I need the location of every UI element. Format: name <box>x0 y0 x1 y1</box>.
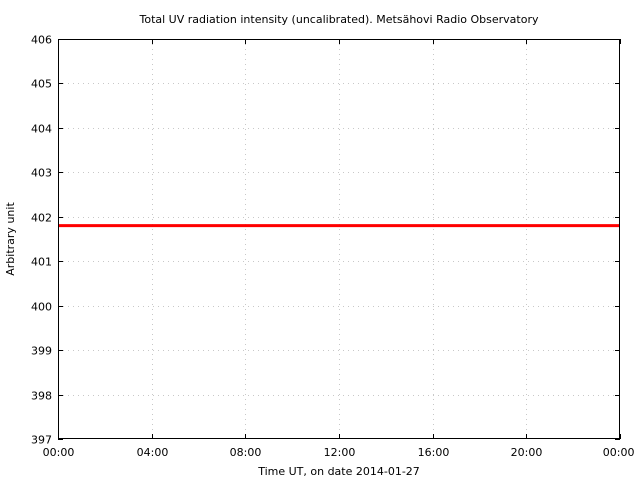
x-tick-label: 04:00 <box>137 446 169 459</box>
y-tick-label: 400 <box>31 301 52 314</box>
y-tick-label: 398 <box>31 390 52 403</box>
y-tick-label: 399 <box>31 345 52 358</box>
y-tick-label: 406 <box>31 34 52 47</box>
y-tick-label: 404 <box>31 123 52 136</box>
y-tick-label: 397 <box>31 434 52 447</box>
y-tick-label: 405 <box>31 78 52 91</box>
x-axis-ticks: 00:00 04:00 08:00 12:00 16:00 20:00 00:00 <box>43 39 635 459</box>
x-tick-label: 20:00 <box>511 446 543 459</box>
x-tick-label: 00:00 <box>603 446 635 459</box>
x-tick-label: 08:00 <box>230 446 262 459</box>
x-tick-label: 16:00 <box>418 446 450 459</box>
y-tick-label: 402 <box>31 212 52 225</box>
x-axis-label: Time UT, on date 2014-01-27 <box>257 465 420 478</box>
y-tick-label: 403 <box>31 167 52 180</box>
y-axis-ticks: 397 398 399 400 401 402 403 404 405 406 <box>31 34 620 447</box>
x-tick-label: 12:00 <box>324 446 356 459</box>
y-tick-label: 401 <box>31 256 52 269</box>
chart-title: Total UV radiation intensity (uncalibrat… <box>139 13 539 26</box>
grid <box>58 39 620 439</box>
y-axis-label: Arbitrary unit <box>4 202 17 276</box>
x-tick-label: 00:00 <box>43 446 75 459</box>
